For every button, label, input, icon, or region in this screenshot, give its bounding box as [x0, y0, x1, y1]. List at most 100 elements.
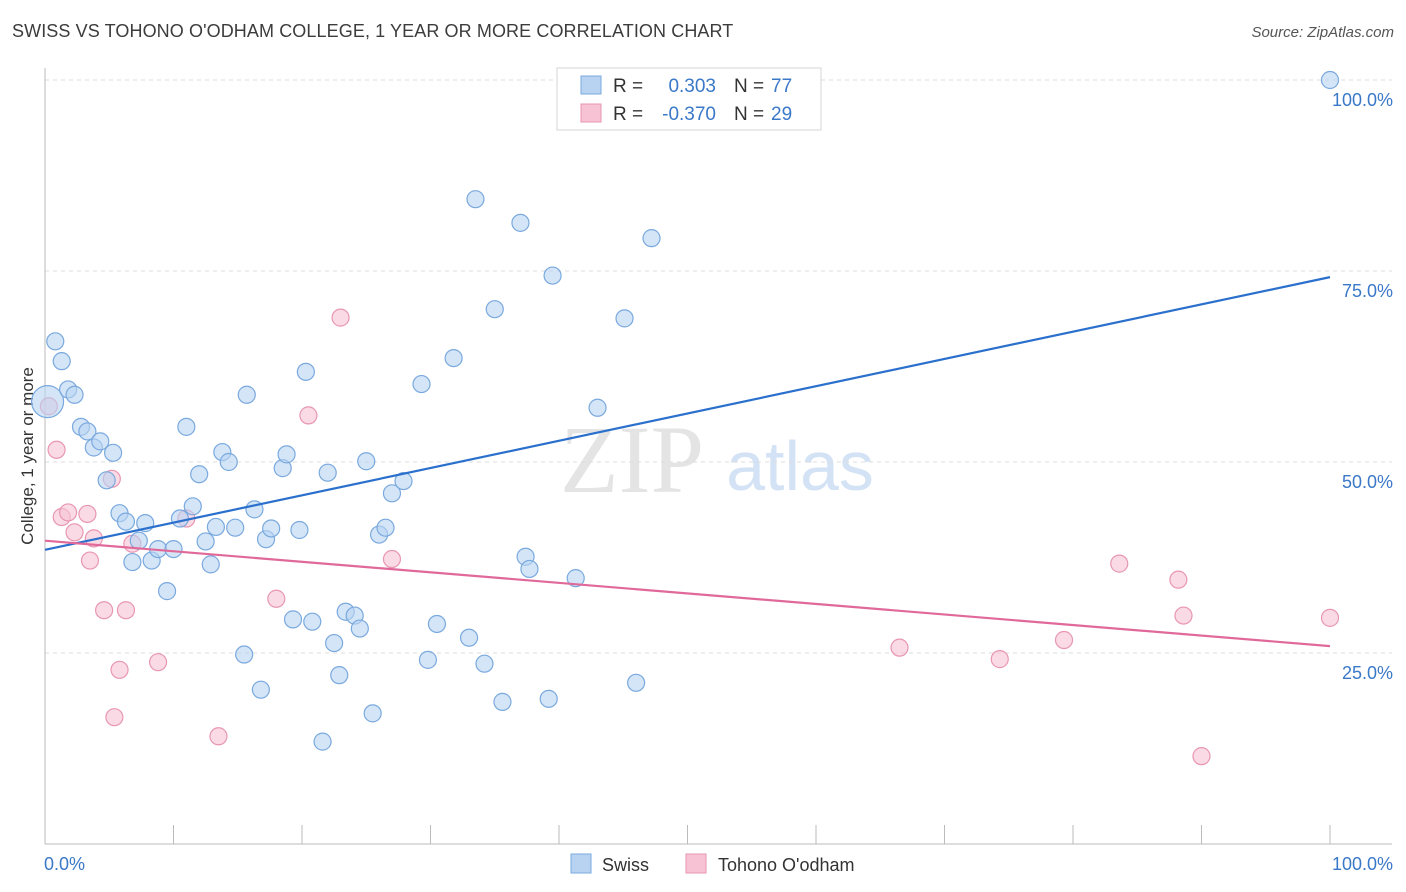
swiss-point [164, 539, 183, 559]
swiss-point [235, 645, 254, 664]
y-tick-label: 75.0% [1342, 281, 1393, 301]
swiss-point [116, 512, 136, 531]
x-tick-label: 0.0% [44, 854, 85, 874]
swiss-point [1320, 70, 1340, 90]
swiss-point [539, 689, 558, 708]
source-label: Source: ZipAtlas.com [1251, 24, 1394, 41]
tohono-point [209, 727, 228, 746]
tohono-point [1174, 606, 1193, 625]
swiss-point [566, 569, 585, 588]
swiss-point [412, 374, 431, 394]
axes [44, 68, 1392, 845]
swiss-point [296, 362, 315, 381]
swiss-point [588, 398, 607, 417]
swiss-point [615, 309, 634, 328]
swiss-point [196, 532, 215, 551]
series-legend: Swiss Tohono O'odham [570, 853, 855, 875]
watermark: ZIP atlas [560, 406, 874, 513]
tohono-series-swatch [685, 853, 707, 874]
swiss-point [642, 229, 661, 248]
swiss-point [190, 465, 209, 484]
swiss-point [418, 650, 438, 669]
swiss-point [30, 385, 65, 419]
swiss-point [543, 266, 562, 285]
tohono-point [990, 650, 1009, 669]
swiss-point [91, 432, 110, 451]
swiss-point [626, 673, 646, 692]
swiss-point [376, 518, 395, 537]
tohono-point [382, 549, 402, 569]
tohono-points [39, 308, 1340, 766]
swiss-point [170, 509, 190, 528]
tohono-point [59, 503, 78, 522]
swiss-point [237, 385, 256, 404]
tohono-r-label: R = [613, 104, 643, 125]
tohono-n-label: N = [734, 104, 764, 125]
swiss-point [303, 612, 322, 631]
swiss-point [52, 352, 71, 371]
swiss-point [262, 519, 281, 538]
swiss-point [157, 582, 177, 601]
swiss-point [350, 619, 369, 638]
y-tick-label: 50.0% [1342, 472, 1393, 492]
swiss-point [277, 445, 296, 464]
y-tick-label: 100.0% [1332, 90, 1393, 110]
swiss-point [206, 517, 226, 537]
swiss-points [30, 70, 1340, 751]
swiss-point [201, 555, 220, 574]
swiss-point [330, 666, 349, 685]
tohono-point [47, 440, 66, 459]
swiss-point [485, 300, 504, 319]
swiss-point [382, 484, 402, 503]
swiss-point [123, 552, 142, 572]
tohono-point [116, 601, 136, 620]
swiss-point [318, 463, 337, 482]
swiss-series-label: Swiss [602, 855, 649, 875]
swiss-point [511, 213, 530, 232]
swiss-point [520, 559, 539, 579]
swiss-r-label: R = [613, 76, 643, 97]
tohono-n-value: 29 [771, 104, 792, 125]
watermark-atlas: atlas [726, 427, 874, 505]
x-tick-label: 100.0% [1332, 854, 1393, 874]
swiss-point [177, 417, 196, 436]
tohono-point [299, 406, 318, 425]
swiss-series-swatch [570, 853, 592, 874]
tohono-point [110, 660, 129, 679]
swiss-point [283, 610, 303, 629]
swiss-point [493, 692, 512, 711]
trend-lines [44, 276, 1331, 648]
tohono-r-value: -0.370 [662, 104, 716, 125]
tohono-point [890, 638, 909, 657]
tohono-point [267, 589, 286, 608]
swiss-r-value: 0.303 [668, 76, 716, 97]
y-tick-label: 25.0% [1342, 663, 1393, 683]
tohono-legend-swatch [580, 103, 602, 123]
tohono-point [1169, 570, 1188, 589]
swiss-point [46, 332, 65, 351]
swiss-n-value: 77 [771, 76, 792, 97]
swiss-point [427, 614, 447, 634]
watermark-zip: ZIP [560, 406, 704, 513]
tohono-point [1192, 747, 1211, 766]
tohono-point [1054, 630, 1074, 650]
swiss-point [444, 348, 463, 368]
tohono-point [65, 523, 84, 542]
swiss-point [65, 385, 84, 404]
tohono-point [1110, 554, 1129, 573]
swiss-point [459, 628, 479, 647]
swiss-point [290, 520, 309, 540]
swiss-legend-swatch [580, 75, 602, 95]
swiss-trend-line [44, 276, 1331, 551]
swiss-point [357, 452, 376, 471]
swiss-point [104, 443, 123, 462]
swiss-point [183, 497, 202, 516]
swiss-point [325, 633, 344, 653]
swiss-point [219, 452, 238, 472]
swiss-n-label: N = [734, 76, 764, 97]
tohono-point [331, 308, 350, 327]
swiss-point [129, 531, 148, 550]
tohono-point [1320, 608, 1340, 627]
swiss-point [226, 518, 245, 537]
